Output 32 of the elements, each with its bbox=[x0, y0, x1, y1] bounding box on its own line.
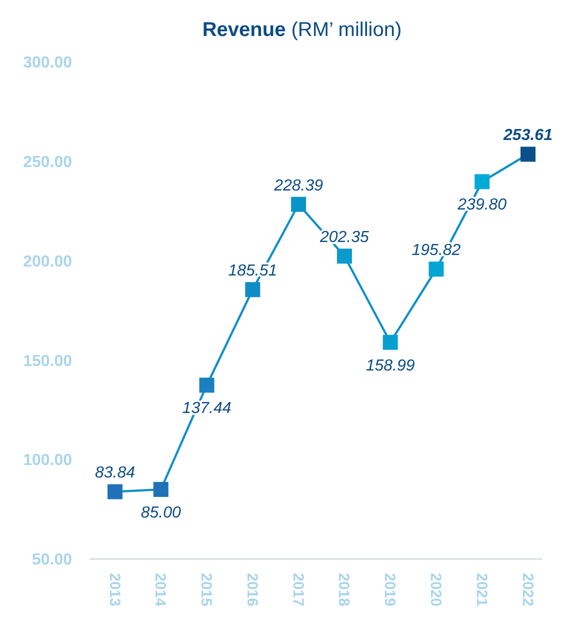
point bbox=[153, 482, 168, 497]
y-tick-label: 150.00 bbox=[23, 352, 72, 370]
data-label: 228.39 bbox=[273, 177, 324, 194]
point bbox=[474, 174, 490, 190]
data-label: 85.00 bbox=[140, 504, 182, 522]
x-tick-label: 2014 bbox=[152, 573, 169, 608]
point bbox=[382, 334, 398, 350]
x-tick-label: 2019 bbox=[381, 573, 398, 606]
y-tick-label: 100.00 bbox=[23, 452, 72, 470]
x-tick-label: 2017 bbox=[289, 573, 306, 606]
point bbox=[245, 282, 260, 298]
x-tick-label: 2016 bbox=[243, 573, 260, 606]
y-tick-label: 300.00 bbox=[23, 54, 72, 72]
point bbox=[199, 378, 214, 393]
point bbox=[108, 484, 122, 500]
y-tick-label: 50.00 bbox=[32, 552, 72, 569]
x-tick-label: 2020 bbox=[426, 573, 444, 606]
x-tick-label: 2018 bbox=[335, 573, 352, 606]
point bbox=[520, 146, 536, 162]
x-tick-label: 2015 bbox=[198, 573, 215, 606]
x-tick-label: 2021 bbox=[472, 573, 490, 606]
point bbox=[428, 262, 444, 277]
x-tick-label: 2013 bbox=[106, 573, 123, 606]
y-tick-label: 200.00 bbox=[23, 253, 72, 270]
data-label: 158.99 bbox=[366, 357, 415, 374]
chart-title: Revenue (RM’ million) bbox=[202, 19, 402, 41]
data-label: 253.61 bbox=[502, 127, 553, 144]
point bbox=[291, 196, 306, 212]
point bbox=[336, 248, 352, 264]
x-tick-label: 2022 bbox=[518, 573, 536, 606]
data-label: 83.84 bbox=[94, 464, 136, 482]
y-tick-label: 250.00 bbox=[23, 154, 72, 171]
